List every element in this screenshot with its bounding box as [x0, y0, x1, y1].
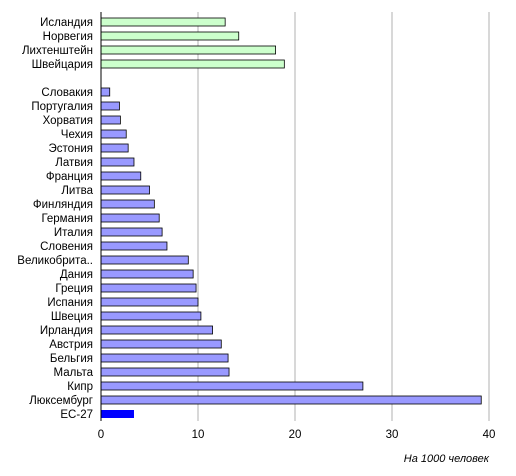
category-label: Великобрита.. [17, 255, 93, 267]
category-label: ЕС-27 [60, 409, 93, 421]
bar [100, 381, 364, 391]
x-axis-label: На 1000 человек [404, 453, 490, 465]
category-label: Хорватия [43, 115, 93, 127]
bar [100, 339, 222, 349]
category-label: Люксембург [29, 395, 93, 407]
x-axis: 0 10 20 30 40 [98, 12, 496, 441]
bar [100, 199, 155, 209]
bar [100, 395, 482, 405]
bar [100, 325, 213, 335]
bar [100, 241, 168, 251]
bar [100, 185, 150, 195]
bar [100, 17, 226, 27]
category-label: Испания [47, 297, 93, 309]
category-label: Италия [54, 227, 93, 239]
category-label: Лихтенштейн [22, 45, 93, 57]
bar [100, 297, 199, 307]
bar [100, 101, 120, 111]
category-label: Финляндия [33, 199, 93, 211]
category-label: Мальта [54, 367, 94, 379]
gridlines [197, 12, 490, 421]
bar [100, 227, 163, 237]
bars [100, 17, 482, 418]
bar [100, 367, 230, 377]
bar [100, 353, 229, 363]
x-tick-label: 20 [289, 429, 302, 441]
category-label: Франция [46, 171, 93, 183]
category-label: Словения [40, 241, 93, 253]
bar [100, 87, 111, 97]
x-tick-label: 30 [386, 429, 399, 441]
bar [100, 129, 127, 139]
bar [100, 213, 160, 223]
category-label: Греция [55, 283, 93, 295]
category-label: Ирландия [40, 325, 93, 337]
bar [100, 255, 189, 265]
category-label: Дания [60, 269, 93, 281]
category-label: Словакия [41, 87, 93, 99]
category-label: Германия [41, 213, 93, 225]
x-tick-label: 0 [98, 429, 104, 441]
bar [100, 311, 202, 321]
bar [100, 171, 142, 181]
category-label: Бельгия [50, 353, 93, 365]
bar [100, 115, 121, 125]
category-label: Австрия [49, 339, 93, 351]
category-labels: Исландия Норвегия Лихтенштейн Швейцария Слов… [17, 17, 93, 421]
category-label: Норвегия [43, 31, 93, 43]
bar [100, 143, 129, 153]
bar [100, 31, 240, 41]
category-label: Эстония [48, 143, 93, 155]
bar [100, 269, 194, 279]
x-tick-label: 40 [483, 429, 496, 441]
category-label: Швейцария [32, 59, 93, 71]
category-label: Чехия [61, 129, 93, 141]
bar [100, 59, 285, 69]
category-label: Латвия [55, 157, 93, 169]
category-label: Литва [61, 185, 93, 197]
bar [101, 410, 134, 418]
bar [100, 45, 277, 55]
category-label: Исландия [40, 17, 93, 29]
x-tick-label: 10 [192, 429, 205, 441]
category-label: Швеция [51, 311, 93, 323]
category-label: Кипр [67, 381, 93, 393]
bar [100, 283, 197, 293]
category-label: Португалия [31, 101, 93, 113]
bar [100, 157, 135, 167]
